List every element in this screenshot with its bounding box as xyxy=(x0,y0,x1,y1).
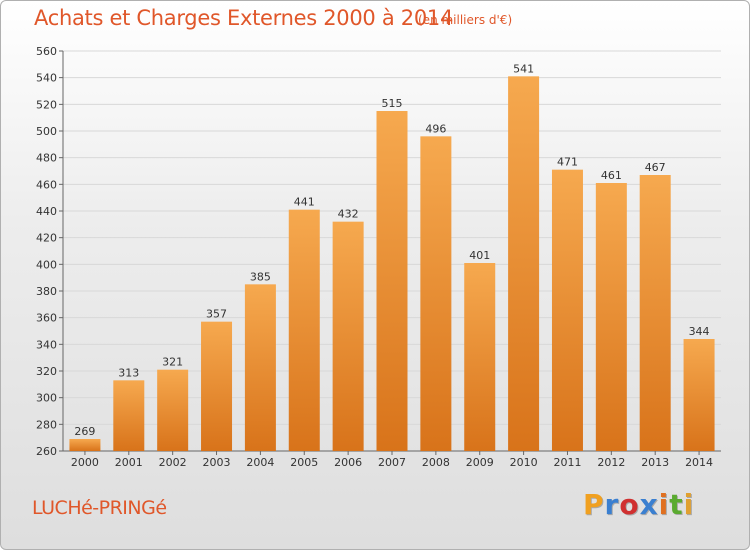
chart-unit: (en milliers d'€) xyxy=(418,13,513,27)
y-tick-label: 360 xyxy=(36,312,57,325)
bar xyxy=(157,369,189,451)
x-tick-label: 2010 xyxy=(510,456,538,469)
y-tick-label: 380 xyxy=(36,285,57,298)
brand-letter: i xyxy=(683,488,695,521)
commune-name: LUCHé-PRINGé xyxy=(32,497,167,519)
bar-value-label: 471 xyxy=(557,156,578,169)
axes: 260 280 300 320 340 360 380 400 420 440 460 480 500 5… xyxy=(36,45,721,469)
bar xyxy=(683,339,715,451)
bar xyxy=(551,169,583,451)
bar xyxy=(508,76,540,451)
data-labels: 269 313 321 357 385 441 432 515 496 401 541 471 461 4… xyxy=(74,62,709,438)
x-tick-label: 2000 xyxy=(71,456,99,469)
bar-value-label: 401 xyxy=(469,249,490,262)
bar xyxy=(288,209,320,451)
brand-letter: i xyxy=(658,488,670,521)
y-tick-label: 300 xyxy=(36,392,57,405)
bar xyxy=(244,284,276,451)
bar xyxy=(332,221,364,451)
bar-value-label: 541 xyxy=(513,62,534,75)
y-tick-label: 500 xyxy=(36,125,57,138)
bar-value-label: 357 xyxy=(206,308,227,321)
y-tick-label: 460 xyxy=(36,178,57,191)
bar xyxy=(201,321,233,451)
x-tick-label: 2012 xyxy=(597,456,625,469)
bar-value-label: 461 xyxy=(601,169,622,182)
bar-value-label: 432 xyxy=(338,208,359,221)
y-tick-label: 260 xyxy=(36,445,57,458)
bar xyxy=(376,111,408,451)
x-tick-label: 2007 xyxy=(378,456,406,469)
bar-value-label: 385 xyxy=(250,270,271,283)
x-tick-label: 2002 xyxy=(159,456,187,469)
y-tick-label: 280 xyxy=(36,418,57,431)
bar-value-label: 515 xyxy=(382,97,403,110)
x-tick-label: 2011 xyxy=(553,456,581,469)
bar xyxy=(464,263,496,451)
y-tick-label: 440 xyxy=(36,205,57,218)
brand-letter: r xyxy=(604,488,620,521)
brand-letter: t xyxy=(669,488,684,521)
bar-value-label: 313 xyxy=(118,366,139,379)
x-tick-label: 2005 xyxy=(290,456,318,469)
y-tick-label: 520 xyxy=(36,98,57,111)
bar xyxy=(420,136,452,452)
brand-letter: P xyxy=(583,488,605,521)
x-tick-label: 2009 xyxy=(466,456,494,469)
y-tick-label: 560 xyxy=(36,45,57,58)
bar-value-label: 496 xyxy=(425,122,446,135)
bar-value-label: 344 xyxy=(689,325,710,338)
bar xyxy=(639,175,671,451)
x-tick-label: 2004 xyxy=(246,456,274,469)
x-tick-label: 2014 xyxy=(685,456,713,469)
x-tick-label: 2013 xyxy=(641,456,669,469)
y-tick-label: 320 xyxy=(36,365,57,378)
bar xyxy=(595,183,627,451)
bar-value-label: 269 xyxy=(74,425,95,438)
x-tick-label: 2001 xyxy=(115,456,143,469)
x-tick-label: 2006 xyxy=(334,456,362,469)
bar xyxy=(113,380,145,451)
bar-value-label: 467 xyxy=(645,161,666,174)
bar-value-label: 441 xyxy=(294,196,315,209)
bars xyxy=(69,76,715,452)
y-tick-label: 340 xyxy=(36,338,57,351)
x-tick-label: 2003 xyxy=(203,456,231,469)
bar-value-label: 321 xyxy=(162,356,183,369)
proxiti-logo[interactable]: Proxiti xyxy=(583,488,694,521)
chart-title: Achats et Charges Externes 2000 à 2014 xyxy=(34,6,454,30)
y-tick-label: 540 xyxy=(36,72,57,85)
y-tick-label: 420 xyxy=(36,232,57,245)
y-tick-label: 480 xyxy=(36,152,57,165)
x-tick-label: 2008 xyxy=(422,456,450,469)
brand-letter: x xyxy=(639,488,659,521)
bar xyxy=(69,439,101,451)
brand-letter: o xyxy=(619,488,640,521)
y-tick-label: 400 xyxy=(36,258,57,271)
